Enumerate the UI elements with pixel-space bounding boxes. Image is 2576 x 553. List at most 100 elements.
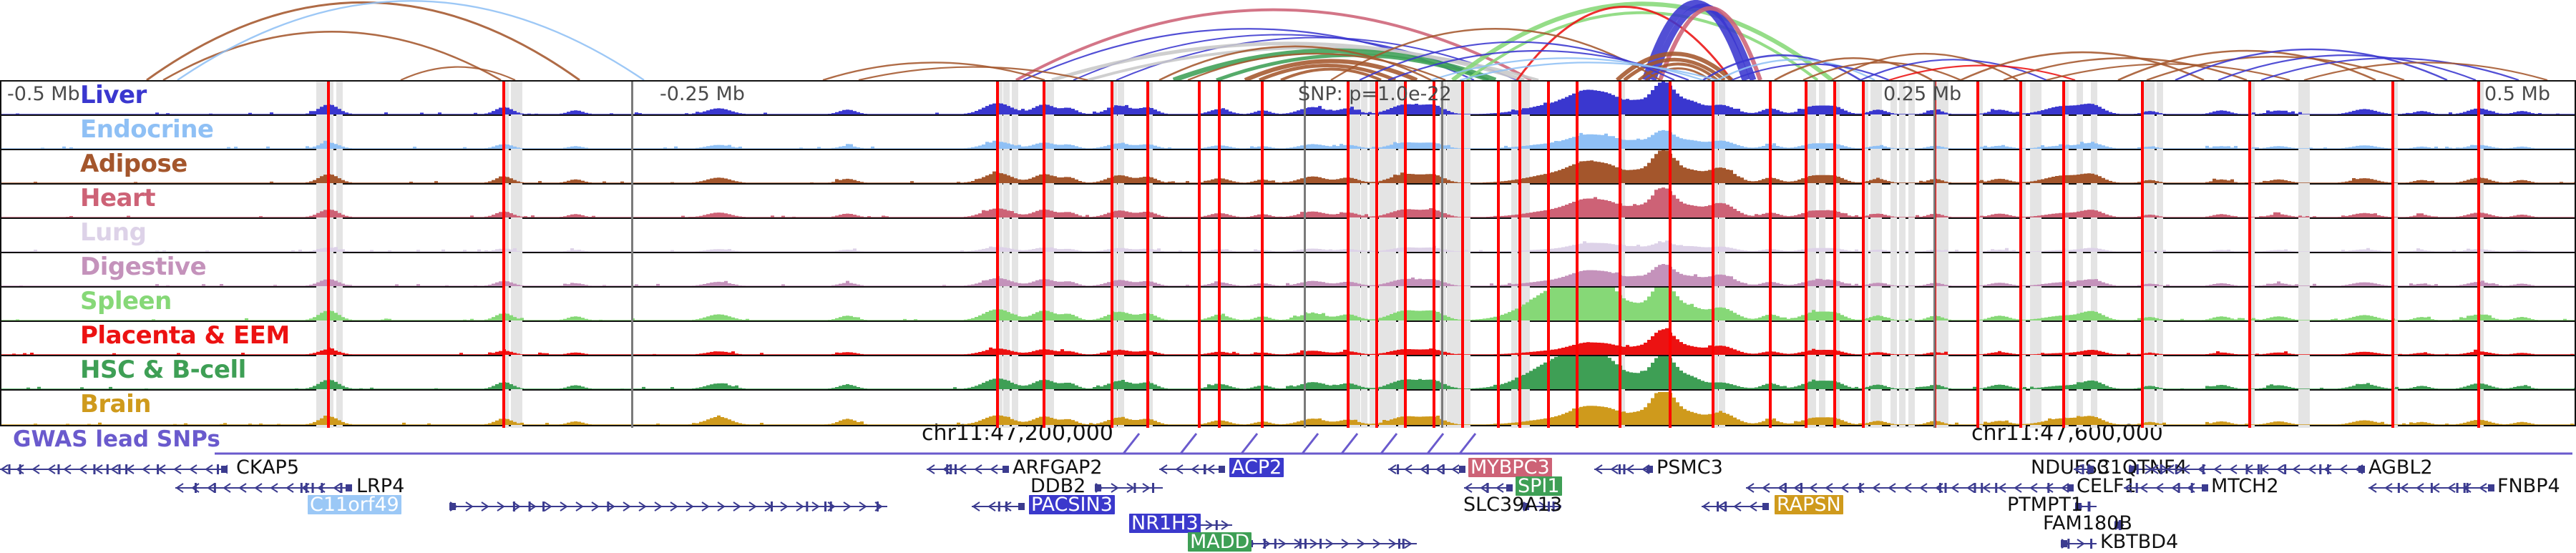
signal-track-spleen[interactable]: Spleen: [1, 288, 2575, 322]
signal-track-lung[interactable]: Lung: [1, 219, 2575, 253]
signal-profile: [1, 391, 2575, 425]
track-label: Spleen: [80, 288, 172, 315]
gene-label-PACSIN3[interactable]: PACSIN3: [1029, 495, 1115, 514]
interaction-arc: [2003, 57, 2248, 80]
gene-label-NR1H3[interactable]: NR1H3: [1129, 514, 1201, 533]
gwas-snp-mark[interactable]: [1179, 433, 1198, 454]
gene-row: CKAP5 ARFGAP2 ACP2 MYBPC3 PSMC3 NDUFS3 C1QTNF4…: [0, 458, 2576, 477]
interaction-arc: [1430, 57, 1704, 80]
signal-track-endocrine[interactable]: Endocrine: [1, 116, 2575, 150]
gene-label-KBTBD4[interactable]: KBTBD4: [2100, 531, 2179, 553]
signal-profile: [1, 150, 2575, 183]
gwas-snp-mark[interactable]: [1458, 433, 1477, 454]
signal-profile: [1, 288, 2575, 320]
track-label: Lung: [80, 219, 147, 247]
snp-pvalue-annotation: SNP: p=1.0e-22: [1298, 83, 1452, 105]
signal-track-panel: Liver Endocrine Adipose Heart Lung Digestive S…: [0, 80, 2576, 428]
interaction-arc: [1187, 52, 1446, 80]
gwas-snp-mark[interactable]: [1122, 433, 1141, 454]
gene-body-FAM180B[interactable]: [2114, 514, 2124, 533]
gene-body-KBTBD4[interactable]: [2061, 532, 2097, 552]
axis-tick-2: 0.25 Mb: [1883, 83, 1962, 105]
signal-track-adipose[interactable]: Adipose: [1, 150, 2575, 185]
signal-profile: [1, 253, 2575, 286]
gene-body-PTMPT1[interactable]: [2075, 495, 2097, 514]
gene-label-SPI1[interactable]: SPI1: [1516, 476, 1562, 496]
gene-label-RAPSN[interactable]: RAPSN: [1775, 495, 1843, 514]
gene-body-C11orf49[interactable]: [449, 495, 887, 514]
gene-label-CELF1[interactable]: CELF1: [2077, 475, 2137, 497]
gene-body-FNBP4[interactable]: [2368, 476, 2494, 496]
gene-label-SLC39A13[interactable]: SLC39A13: [1463, 494, 1563, 516]
gene-label-C1QTNF4[interactable]: C1QTNF4: [2097, 456, 2187, 479]
gene-body-MTCH2[interactable]: [2124, 476, 2208, 496]
signal-track-heart[interactable]: Heart: [1, 185, 2575, 219]
interaction-arc: [1888, 64, 2076, 80]
gene-body-ACP2[interactable]: [1159, 458, 1225, 477]
track-label: Digestive: [80, 253, 207, 281]
gene-label-MYBPC3[interactable]: MYBPC3: [1468, 458, 1552, 477]
gene-body-PACSIN3[interactable]: [972, 495, 1025, 514]
axis-tick-0: -0.5 Mb: [7, 83, 80, 105]
interaction-arc: [2260, 57, 2519, 80]
interaction-arc: [146, 1, 580, 80]
gwas-snp-mark[interactable]: [1240, 433, 1259, 454]
interaction-arc: [400, 66, 516, 80]
interaction-arc: [1623, 57, 1726, 80]
interaction-arc: [177, 0, 645, 80]
gene-body-MYBPC3[interactable]: [1388, 458, 1465, 477]
gene-label-NDUFS3[interactable]: NDUFS3: [2031, 456, 2110, 479]
gene-label-FNBP4[interactable]: FNBP4: [2497, 475, 2560, 497]
gene-body-SPI1[interactable]: [1464, 476, 1513, 496]
track-label: Heart: [80, 185, 155, 212]
signal-profile: [1, 322, 2575, 355]
interaction-arc: [1658, 6, 1762, 80]
signal-track-placenta-eem[interactable]: Placenta & EEM: [1, 322, 2575, 356]
gene-body-C1QTNF4[interactable]: [2074, 458, 2094, 477]
gene-label-ACP2[interactable]: ACP2: [1229, 458, 1284, 477]
gene-label-PSMC3[interactable]: PSMC3: [1657, 456, 1723, 479]
gene-body-MADD[interactable]: [1246, 532, 1417, 552]
signal-track-brain[interactable]: Brain: [1, 391, 2575, 425]
gene-body-AGBL2[interactable]: [2150, 458, 2365, 477]
signal-track-digestive[interactable]: Digestive: [1, 253, 2575, 288]
interaction-arc: [858, 66, 1088, 80]
gene-body-ARFGAP2[interactable]: [927, 458, 1009, 477]
gene-label-C11orf49[interactable]: C11orf49: [308, 495, 401, 514]
gene-body-PSMC3[interactable]: [1594, 458, 1653, 477]
signal-track-hsc-b-cell[interactable]: HSC & B-cell: [1, 356, 2575, 391]
interaction-arc: [1860, 59, 2047, 80]
gwas-track-label: GWAS lead SNPs: [13, 426, 220, 452]
gene-label-LRP4[interactable]: LRP4: [356, 475, 405, 497]
gene-label-PTMPT1[interactable]: PTMPT1: [2007, 494, 2084, 516]
signal-track-liver[interactable]: Liver: [1, 82, 2575, 116]
gene-label-AGBL2[interactable]: AGBL2: [2368, 456, 2433, 479]
gwas-snp-mark[interactable]: [1301, 433, 1319, 454]
interaction-arc: [1637, 62, 1719, 80]
gene-label-ARFGAP2[interactable]: ARFGAP2: [1013, 456, 1103, 479]
interaction-arc: [2046, 63, 2290, 80]
gwas-snp-mark[interactable]: [1340, 433, 1359, 454]
chromatin-interaction-arcs: [0, 0, 2576, 80]
gene-body-RAPSN[interactable]: [1702, 495, 1769, 514]
gwas-snp-mark[interactable]: [1380, 433, 1398, 454]
gene-body-SLC39A13[interactable]: [1523, 495, 1561, 514]
interaction-arc: [1330, 28, 1661, 80]
gene-label-MTCH2[interactable]: MTCH2: [2211, 475, 2279, 497]
gene-body-CKAP5[interactable]: [0, 458, 228, 477]
gene-body-CELF1[interactable]: [1746, 476, 2074, 496]
gene-row: MADD KBTBD4: [0, 532, 2576, 552]
interaction-arc: [2175, 48, 2448, 80]
gene-body-DDB2[interactable]: [1095, 476, 1163, 496]
interaction-arc: [1451, 1, 1833, 80]
interaction-arc: [1465, 11, 1819, 80]
gene-label-CKAP5[interactable]: CKAP5: [236, 456, 300, 479]
gene-body-LRP4[interactable]: [175, 476, 352, 496]
gene-label-FAM180B[interactable]: FAM180B: [2043, 512, 2132, 534]
interaction-arc: [1259, 64, 1396, 80]
gwas-snp-mark[interactable]: [1426, 433, 1445, 454]
gene-label-DDB2[interactable]: DDB2: [1030, 475, 1086, 497]
gene-label-MADD[interactable]: MADD: [1188, 532, 1252, 552]
interaction-arc: [1615, 52, 1734, 80]
